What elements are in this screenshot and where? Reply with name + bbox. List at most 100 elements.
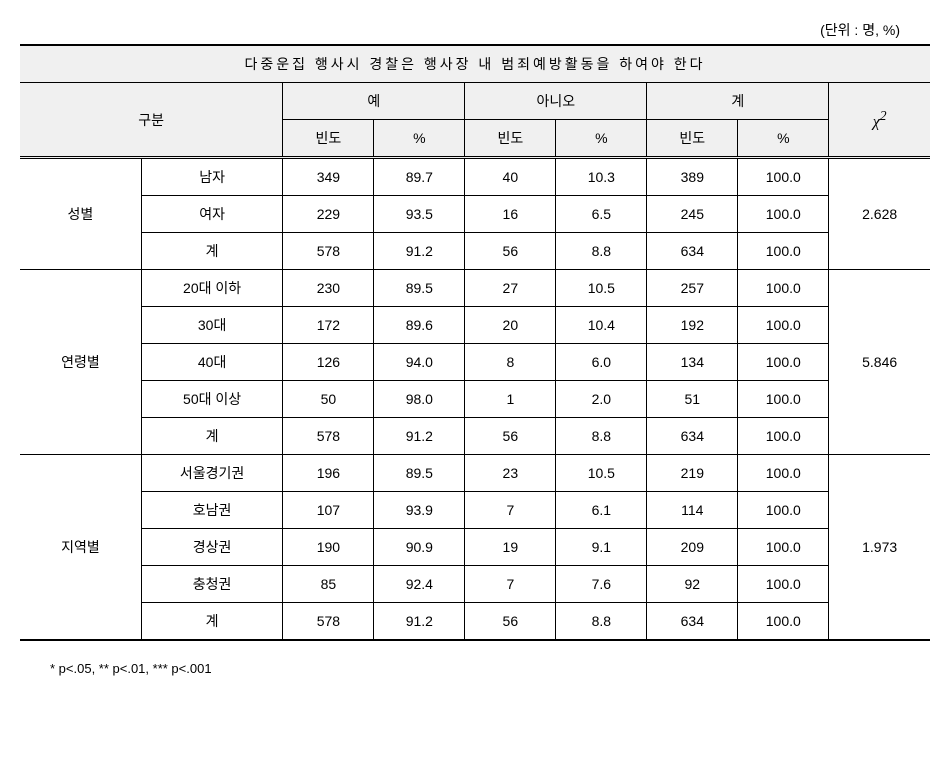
header-freq: 빈도 bbox=[465, 120, 556, 158]
data-cell: 100.0 bbox=[738, 307, 829, 344]
data-cell: 100.0 bbox=[738, 158, 829, 196]
data-cell: 134 bbox=[647, 344, 738, 381]
data-cell: 85 bbox=[283, 566, 374, 603]
data-cell: 8 bbox=[465, 344, 556, 381]
chi-value: 2.628 bbox=[829, 158, 930, 270]
data-cell: 2.0 bbox=[556, 381, 647, 418]
data-cell: 192 bbox=[647, 307, 738, 344]
data-cell: 100.0 bbox=[738, 492, 829, 529]
table-row: 계57891.2568.8634100.0 bbox=[20, 603, 930, 641]
category-cell: 호남권 bbox=[141, 492, 283, 529]
category-cell: 30대 bbox=[141, 307, 283, 344]
header-freq: 빈도 bbox=[283, 120, 374, 158]
data-cell: 89.5 bbox=[374, 270, 465, 307]
table-row: 여자22993.5166.5245100.0 bbox=[20, 196, 930, 233]
data-cell: 578 bbox=[283, 233, 374, 270]
data-cell: 126 bbox=[283, 344, 374, 381]
table-row: 호남권10793.976.1114100.0 bbox=[20, 492, 930, 529]
data-cell: 6.0 bbox=[556, 344, 647, 381]
data-cell: 7 bbox=[465, 566, 556, 603]
header-pct: % bbox=[374, 120, 465, 158]
data-cell: 91.2 bbox=[374, 603, 465, 641]
category-cell: 서울경기권 bbox=[141, 455, 283, 492]
data-cell: 172 bbox=[283, 307, 374, 344]
table-row: 성별남자34989.74010.3389100.02.628 bbox=[20, 158, 930, 196]
data-cell: 100.0 bbox=[738, 455, 829, 492]
data-cell: 91.2 bbox=[374, 418, 465, 455]
table-row: 40대12694.086.0134100.0 bbox=[20, 344, 930, 381]
data-cell: 107 bbox=[283, 492, 374, 529]
header-total: 계 bbox=[647, 83, 829, 120]
data-cell: 114 bbox=[647, 492, 738, 529]
data-cell: 89.6 bbox=[374, 307, 465, 344]
category-cell: 계 bbox=[141, 603, 283, 641]
data-cell: 93.5 bbox=[374, 196, 465, 233]
header-no: 아니오 bbox=[465, 83, 647, 120]
data-cell: 6.1 bbox=[556, 492, 647, 529]
data-cell: 93.9 bbox=[374, 492, 465, 529]
table-row: 계57891.2568.8634100.0 bbox=[20, 233, 930, 270]
data-cell: 100.0 bbox=[738, 566, 829, 603]
data-cell: 10.3 bbox=[556, 158, 647, 196]
data-cell: 56 bbox=[465, 603, 556, 641]
table-row: 충청권8592.477.692100.0 bbox=[20, 566, 930, 603]
data-cell: 100.0 bbox=[738, 603, 829, 641]
data-cell: 8.8 bbox=[556, 603, 647, 641]
data-cell: 94.0 bbox=[374, 344, 465, 381]
data-cell: 40 bbox=[465, 158, 556, 196]
chi-value: 5.846 bbox=[829, 270, 930, 455]
data-cell: 92.4 bbox=[374, 566, 465, 603]
category-cell: 계 bbox=[141, 233, 283, 270]
data-cell: 91.2 bbox=[374, 233, 465, 270]
data-cell: 245 bbox=[647, 196, 738, 233]
data-cell: 6.5 bbox=[556, 196, 647, 233]
table-row: 30대17289.62010.4192100.0 bbox=[20, 307, 930, 344]
category-cell: 40대 bbox=[141, 344, 283, 381]
data-cell: 100.0 bbox=[738, 418, 829, 455]
data-cell: 16 bbox=[465, 196, 556, 233]
category-cell: 20대 이하 bbox=[141, 270, 283, 307]
data-cell: 56 bbox=[465, 233, 556, 270]
data-cell: 19 bbox=[465, 529, 556, 566]
category-cell: 계 bbox=[141, 418, 283, 455]
data-cell: 23 bbox=[465, 455, 556, 492]
section-label: 연령별 bbox=[20, 270, 141, 455]
data-cell: 8.8 bbox=[556, 418, 647, 455]
data-cell: 349 bbox=[283, 158, 374, 196]
data-cell: 100.0 bbox=[738, 233, 829, 270]
header-freq: 빈도 bbox=[647, 120, 738, 158]
category-cell: 50대 이상 bbox=[141, 381, 283, 418]
table-row: 50대 이상5098.012.051100.0 bbox=[20, 381, 930, 418]
category-cell: 여자 bbox=[141, 196, 283, 233]
data-cell: 634 bbox=[647, 603, 738, 641]
data-cell: 56 bbox=[465, 418, 556, 455]
table-row: 계57891.2568.8634100.0 bbox=[20, 418, 930, 455]
data-cell: 89.7 bbox=[374, 158, 465, 196]
data-cell: 209 bbox=[647, 529, 738, 566]
data-cell: 90.9 bbox=[374, 529, 465, 566]
data-cell: 8.8 bbox=[556, 233, 647, 270]
category-cell: 남자 bbox=[141, 158, 283, 196]
crosstab-table: 다중운집 행사시 경찰은 행사장 내 범죄예방활동을 하여야 한다 구분 예 아… bbox=[20, 44, 930, 641]
unit-label: (단위 : 명, %) bbox=[20, 20, 930, 40]
data-cell: 92 bbox=[647, 566, 738, 603]
data-cell: 98.0 bbox=[374, 381, 465, 418]
data-cell: 50 bbox=[283, 381, 374, 418]
header-chi: χ2 bbox=[829, 83, 930, 158]
chi-value: 1.973 bbox=[829, 455, 930, 641]
data-cell: 10.5 bbox=[556, 455, 647, 492]
data-cell: 100.0 bbox=[738, 196, 829, 233]
section-label: 지역별 bbox=[20, 455, 141, 641]
table-row: 지역별서울경기권19689.52310.5219100.01.973 bbox=[20, 455, 930, 492]
data-cell: 100.0 bbox=[738, 529, 829, 566]
data-cell: 634 bbox=[647, 233, 738, 270]
data-cell: 230 bbox=[283, 270, 374, 307]
header-yes: 예 bbox=[283, 83, 465, 120]
data-cell: 578 bbox=[283, 418, 374, 455]
category-cell: 충청권 bbox=[141, 566, 283, 603]
data-cell: 1 bbox=[465, 381, 556, 418]
data-cell: 578 bbox=[283, 603, 374, 641]
data-cell: 7 bbox=[465, 492, 556, 529]
table-title: 다중운집 행사시 경찰은 행사장 내 범죄예방활동을 하여야 한다 bbox=[20, 45, 930, 83]
data-cell: 27 bbox=[465, 270, 556, 307]
